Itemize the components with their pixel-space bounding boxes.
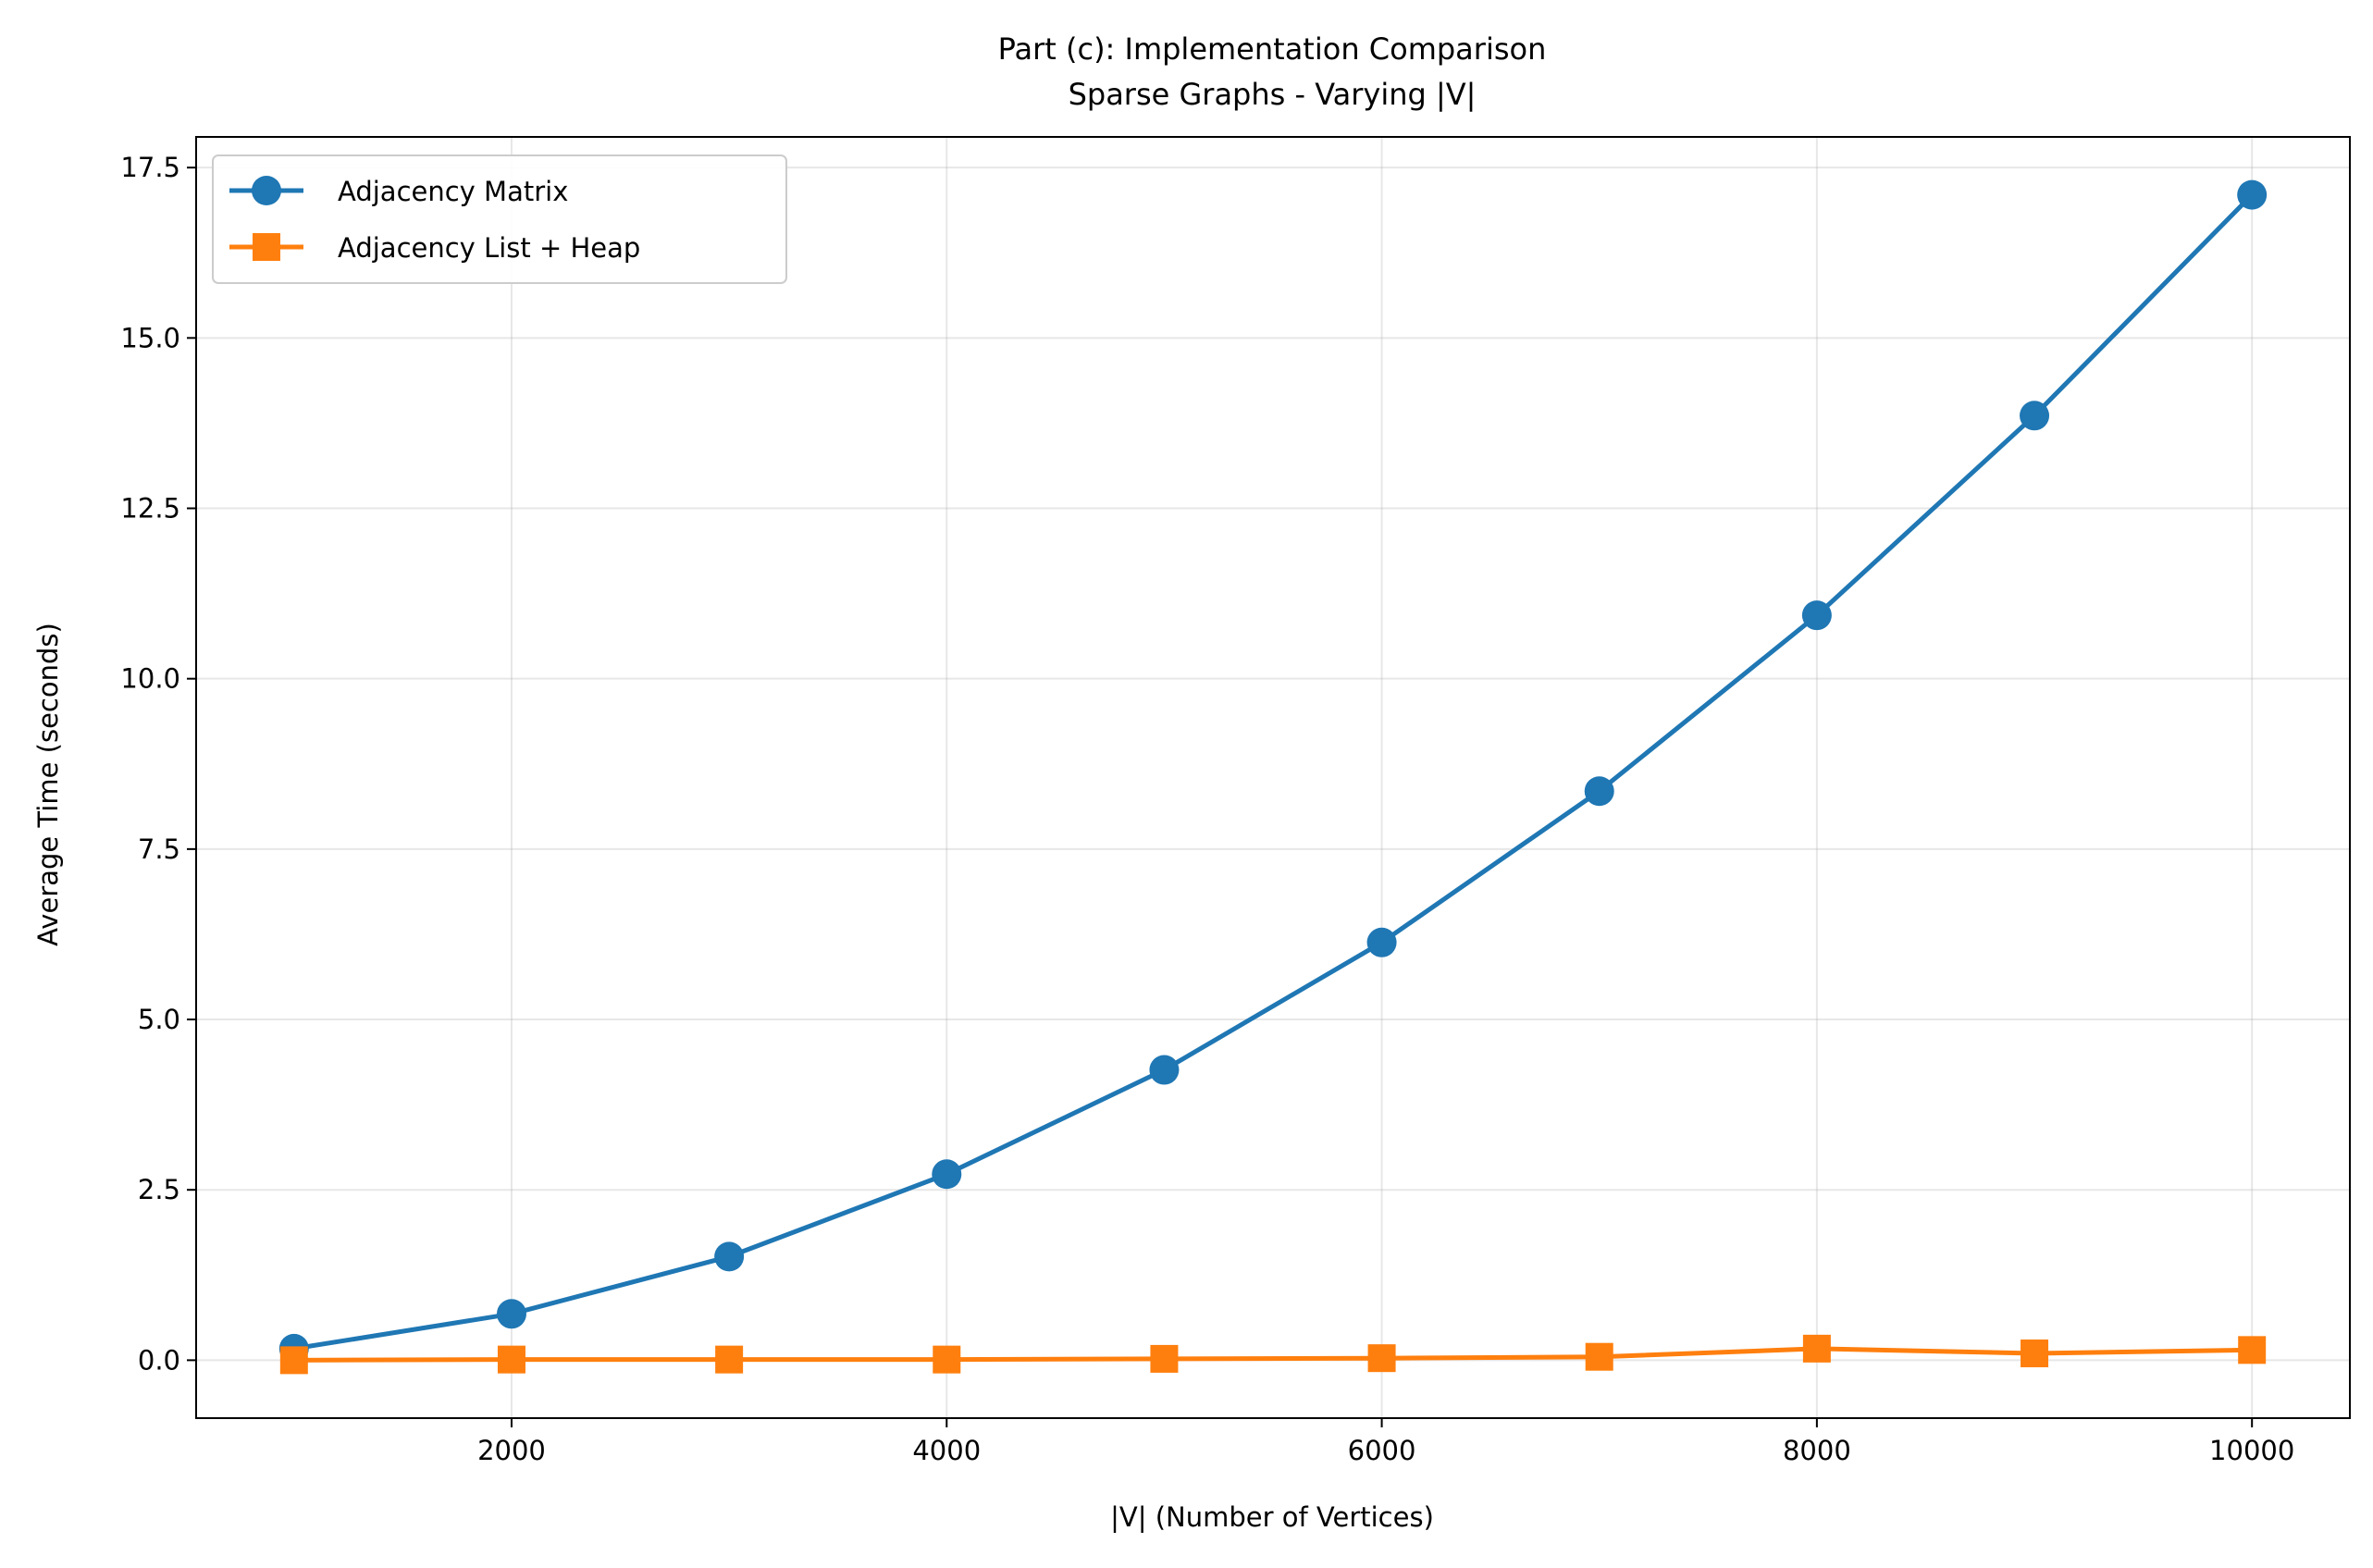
series-line-adjacency-list-heap bbox=[293, 1346, 2253, 1363]
y-tick-label: 17.5 bbox=[120, 152, 180, 183]
data-point-adjacency-matrix bbox=[932, 1159, 962, 1190]
data-point-adjacency-list-heap bbox=[1585, 1342, 1613, 1371]
series-adjacency-matrix bbox=[278, 179, 2268, 1364]
data-point-adjacency-list-heap bbox=[2238, 1336, 2267, 1364]
data-point-adjacency-list-heap bbox=[497, 1345, 525, 1374]
legend-marker-circle bbox=[252, 176, 281, 205]
legend-label-adjacency-matrix: Adjacency Matrix bbox=[338, 176, 568, 207]
y-tick-label: 15.0 bbox=[120, 322, 180, 353]
data-point-adjacency-matrix bbox=[1366, 927, 1397, 957]
y-axis-label: Average Time (seconds) bbox=[32, 623, 64, 946]
grid-lines bbox=[196, 137, 2350, 1418]
data-point-adjacency-list-heap bbox=[2021, 1340, 2049, 1368]
chart-title: Part (c): Implementation Comparison bbox=[998, 31, 1547, 67]
legend-label-adjacency-list-heap: Adjacency List + Heap bbox=[338, 232, 640, 264]
data-point-adjacency-list-heap bbox=[279, 1346, 308, 1375]
x-tick-label: 10000 bbox=[2209, 1435, 2294, 1466]
x-tick-label: 6000 bbox=[1348, 1435, 1416, 1466]
y-tick-label: 10.0 bbox=[120, 663, 180, 695]
plot-frame bbox=[195, 136, 2351, 1419]
data-point-adjacency-matrix bbox=[714, 1241, 745, 1272]
data-point-adjacency-list-heap bbox=[1802, 1334, 1831, 1363]
y-tick-label: 0.0 bbox=[138, 1344, 180, 1376]
axis-ticks: 2000 4000 6000 8000 10000 0.0 2.5 5.0 7.5 10.0 12.… bbox=[120, 152, 2294, 1466]
data-point-adjacency-list-heap bbox=[715, 1345, 744, 1374]
legend: Adjacency Matrix Adjacency List + Heap bbox=[212, 154, 787, 284]
x-tick-label: 8000 bbox=[1783, 1435, 1851, 1466]
data-point-adjacency-list-heap bbox=[933, 1345, 961, 1374]
x-tick-label: 4000 bbox=[912, 1435, 981, 1466]
chart-subtitle: Sparse Graphs - Varying |V| bbox=[1069, 77, 1477, 112]
data-point-adjacency-matrix bbox=[2020, 401, 2050, 431]
y-tick-label: 5.0 bbox=[138, 1004, 180, 1035]
data-point-adjacency-matrix bbox=[2237, 179, 2268, 210]
x-axis-label: |V| (Number of Vertices) bbox=[1110, 1501, 1434, 1533]
legend-marker-square bbox=[253, 233, 280, 261]
y-tick-label: 7.5 bbox=[138, 833, 180, 865]
series-line-adjacency-matrix bbox=[293, 192, 2254, 1352]
y-tick-label: 12.5 bbox=[120, 493, 180, 525]
data-point-adjacency-matrix bbox=[1149, 1055, 1180, 1085]
series-layer bbox=[278, 179, 2268, 1375]
data-point-adjacency-matrix bbox=[496, 1299, 526, 1329]
data-point-adjacency-list-heap bbox=[1150, 1344, 1179, 1373]
x-tick-label: 2000 bbox=[477, 1435, 546, 1466]
legend-box bbox=[212, 154, 787, 284]
data-point-adjacency-list-heap bbox=[1367, 1344, 1396, 1373]
data-point-adjacency-matrix bbox=[1584, 776, 1614, 807]
data-point-adjacency-matrix bbox=[1801, 600, 1832, 631]
series-adjacency-list-heap bbox=[279, 1334, 2267, 1375]
y-tick-label: 2.5 bbox=[138, 1174, 180, 1205]
